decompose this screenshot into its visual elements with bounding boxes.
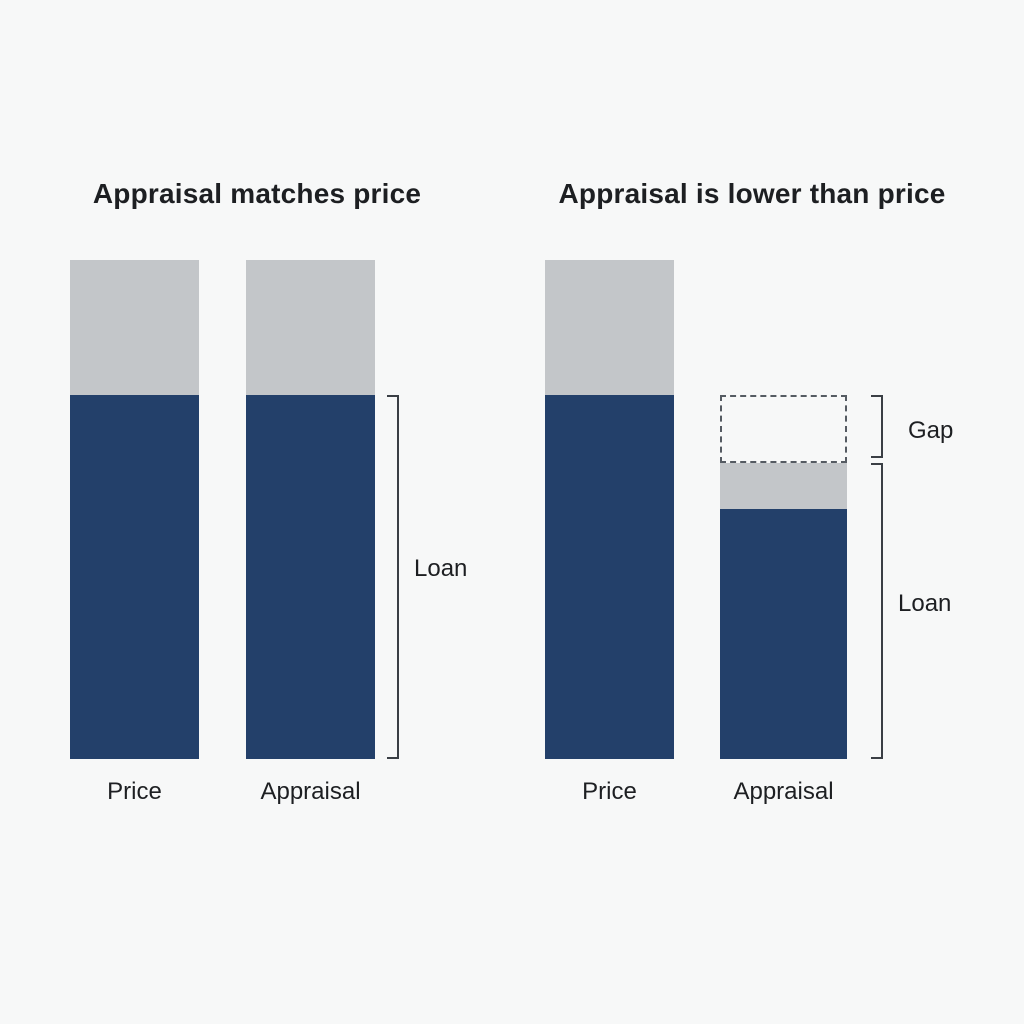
left-price-bar xyxy=(70,260,199,759)
right-price-bar xyxy=(545,260,674,759)
left-appraisal-label: Appraisal xyxy=(260,778,361,805)
left-price-loan-segment xyxy=(70,395,199,759)
right-appraisal-loan-segment xyxy=(720,509,847,759)
left-appraisal-equity-segment xyxy=(246,260,375,395)
left-loan-label: Loan xyxy=(414,555,468,582)
right-price-label: Price xyxy=(582,778,637,805)
right-gap-label: Gap xyxy=(908,417,954,444)
right-loan-label: Loan xyxy=(898,590,952,617)
left-price-label: Price xyxy=(107,778,162,805)
right-appraisal-bar xyxy=(720,463,847,759)
right-appraisal-equity-segment xyxy=(720,463,847,509)
right-price-equity-segment xyxy=(545,260,674,395)
left-appraisal-loan-segment xyxy=(246,395,375,759)
left-price-equity-segment xyxy=(70,260,199,395)
right-appraisal-gap-box xyxy=(720,395,847,463)
right-appraisal-label: Appraisal xyxy=(733,778,834,805)
right-loan-bracket xyxy=(871,463,883,759)
right-panel-title: Appraisal is lower than price xyxy=(558,178,946,209)
left-loan-bracket xyxy=(387,395,399,759)
left-appraisal-bar xyxy=(246,260,375,759)
left-panel-title: Appraisal matches price xyxy=(92,178,422,209)
right-gap-bracket xyxy=(871,395,883,458)
right-price-loan-segment xyxy=(545,395,674,759)
